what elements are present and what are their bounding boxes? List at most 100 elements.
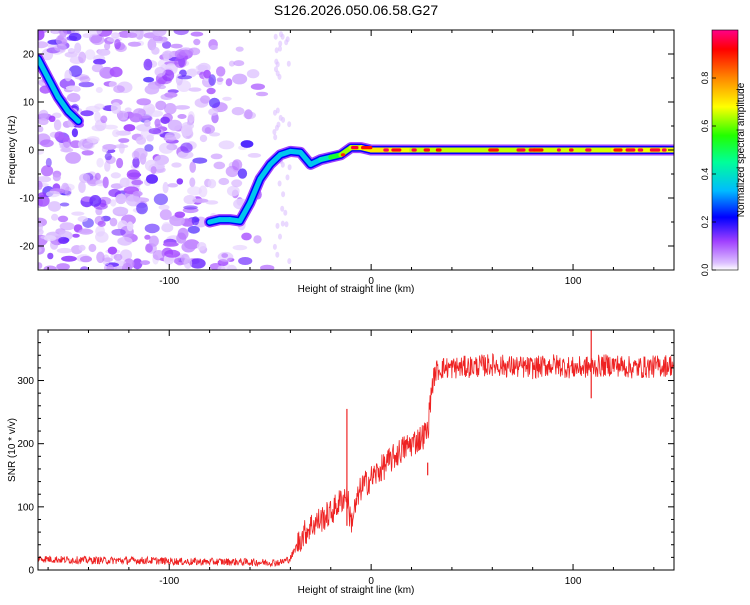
- noise-blob: [174, 49, 186, 60]
- noise-blob: [86, 136, 100, 144]
- trace-core: [613, 148, 623, 152]
- noise-blob: [108, 81, 118, 88]
- noise-blob: [281, 116, 286, 123]
- noise-blob: [38, 118, 49, 126]
- noise-blob: [102, 144, 117, 150]
- noise-blob: [151, 46, 160, 55]
- noise-blob: [181, 241, 196, 253]
- noise-blob: [278, 233, 282, 240]
- noise-blob: [189, 258, 206, 269]
- noise-blob: [173, 30, 189, 36]
- snr-x-ticks: -100 0 100: [47, 330, 655, 587]
- noise-blob: [174, 211, 186, 218]
- noise-blob: [209, 97, 220, 108]
- noise-blob: [284, 221, 289, 228]
- noise-blob: [96, 157, 104, 168]
- noise-blob: [93, 58, 106, 65]
- noise-blob: [280, 220, 285, 227]
- noise-blob: [240, 140, 254, 148]
- noise-blob: [250, 83, 265, 90]
- noise-blob: [91, 124, 106, 132]
- noise-blob: [47, 201, 62, 212]
- noise-blob: [145, 243, 153, 253]
- snr-panel: -100 0 100 0 100 200 300 Height of straight l…: [7, 329, 675, 596]
- noise-blob: [186, 68, 197, 78]
- noise-blob: [100, 115, 108, 124]
- noise-blob: [140, 115, 153, 122]
- noise-blob: [283, 209, 288, 216]
- trace-core: [361, 146, 373, 150]
- noise-blob: [174, 56, 187, 69]
- noise-blob: [169, 215, 185, 227]
- noise-blob: [97, 48, 111, 56]
- noise-blob: [140, 260, 151, 265]
- noise-blob: [82, 33, 93, 38]
- noise-blob: [78, 181, 86, 194]
- noise-blob: [278, 40, 283, 47]
- noise-blob: [104, 42, 111, 51]
- noise-blob: [177, 227, 189, 240]
- noise-blob: [129, 113, 143, 123]
- noise-blob: [106, 264, 114, 270]
- noise-blob: [162, 222, 172, 230]
- noise-blob: [272, 243, 277, 250]
- trace-core: [351, 146, 359, 150]
- noise-blob: [143, 76, 155, 83]
- noise-blob: [38, 125, 44, 133]
- noise-blob: [278, 45, 282, 52]
- noise-blob: [115, 193, 127, 205]
- snr-plot-area: [38, 330, 674, 570]
- noise-blob: [55, 34, 68, 46]
- noise-blob: [181, 124, 193, 137]
- snr-x-axis-label: Height of straight line (km): [298, 585, 415, 596]
- noise-blob: [78, 228, 94, 235]
- trace-core: [516, 148, 526, 152]
- noise-blob: [126, 221, 134, 232]
- noise-blob: [68, 32, 82, 42]
- noise-blob: [146, 174, 158, 184]
- noise-blob: [79, 173, 91, 183]
- noise-blob: [183, 194, 197, 205]
- noise-blob: [144, 144, 154, 152]
- noise-blob: [238, 257, 253, 265]
- noise-blob: [192, 198, 209, 203]
- spectrogram-noise: [38, 30, 292, 270]
- noise-blob: [95, 87, 103, 93]
- noise-blob: [159, 209, 172, 221]
- noise-blob: [43, 235, 57, 242]
- trace-core: [391, 148, 402, 152]
- noise-blob: [171, 162, 182, 168]
- noise-blob: [38, 41, 48, 49]
- noise-blob: [110, 172, 121, 179]
- trace-core: [649, 148, 661, 152]
- noise-blob: [218, 177, 230, 186]
- noise-blob: [78, 51, 86, 64]
- noise-blob: [38, 176, 52, 183]
- trace-segment: [247, 176, 263, 206]
- noise-blob: [253, 235, 262, 244]
- noise-blob: [205, 200, 219, 205]
- noise-blob: [94, 172, 101, 181]
- noise-blob: [287, 121, 292, 128]
- noise-blob: [144, 234, 151, 240]
- colorbar-label: Normalized spectral amplitude: [736, 82, 747, 217]
- figure-title: S126.2026.050.06.58.G27: [274, 2, 438, 18]
- noise-blob: [274, 47, 279, 54]
- noise-blob: [78, 244, 86, 251]
- noise-blob: [208, 108, 219, 116]
- colorbar-tick-label: 0.4: [700, 168, 710, 181]
- trace-core: [637, 148, 644, 152]
- trace-segment: [298, 149, 314, 167]
- noise-blob: [54, 43, 67, 52]
- noise-blob: [206, 87, 216, 95]
- trace-segment: [65, 109, 81, 124]
- noise-blob: [144, 84, 160, 95]
- noise-blob: [117, 110, 129, 121]
- noise-blob: [154, 66, 166, 77]
- noise-blob: [187, 111, 195, 123]
- noise-blob: [162, 242, 179, 247]
- noise-blob: [53, 119, 62, 131]
- noise-blob: [110, 32, 120, 39]
- colorbar-tick-label: 0.2: [700, 216, 710, 229]
- noise-blob: [210, 153, 223, 160]
